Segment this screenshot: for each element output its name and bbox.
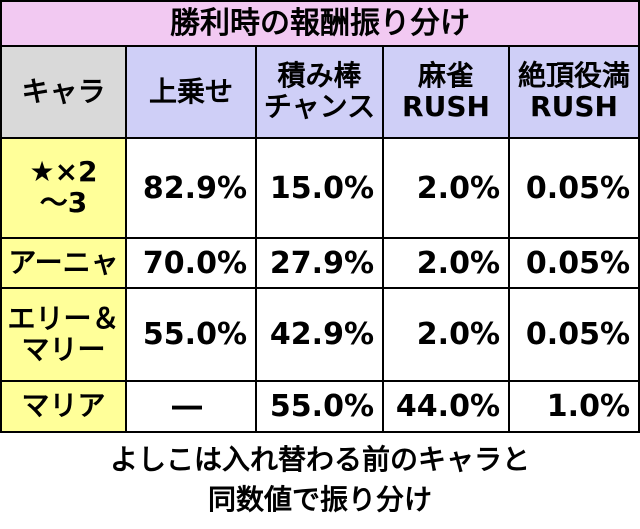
label-line: ★×2 bbox=[29, 155, 98, 189]
table-title: 勝利時の報酬振り分け bbox=[0, 0, 640, 47]
footnote-line: 同数値で振り分け bbox=[207, 483, 432, 516]
value-cell: 2.0% bbox=[382, 137, 510, 239]
label-line: マリー bbox=[21, 332, 106, 366]
header-line: チャンス bbox=[263, 90, 376, 123]
value-cell: 15.0% bbox=[255, 137, 384, 239]
row-label: アーニャ bbox=[0, 237, 127, 289]
header-line: 絶頂役満 bbox=[517, 59, 630, 93]
value-cell: 1.0% bbox=[508, 380, 640, 433]
row-label: マリア bbox=[0, 380, 127, 433]
row-label: ★×2 〜3 bbox=[0, 137, 127, 239]
label-line: エリー＆ bbox=[7, 301, 120, 335]
value-cell: 42.9% bbox=[255, 287, 384, 382]
row-label: エリー＆ マリー bbox=[0, 287, 127, 382]
label-line: 〜3 bbox=[39, 186, 88, 219]
footnote-line: よしこは入れ替わる前のキャラと bbox=[109, 443, 530, 476]
value-cell: 0.05% bbox=[508, 287, 640, 382]
column-header: キャラ bbox=[0, 45, 127, 139]
footnote: よしこは入れ替わる前のキャラと 同数値で振り分け bbox=[0, 440, 640, 520]
value-cell: 55.0% bbox=[255, 380, 384, 433]
header-line: 麻雀 bbox=[417, 59, 474, 93]
column-header: 積み棒 チャンス bbox=[255, 45, 384, 139]
column-header: 麻雀 RUSH bbox=[382, 45, 510, 139]
header-line: RUSH bbox=[530, 90, 618, 123]
header-line: 積み棒 bbox=[277, 59, 362, 93]
value-cell: ― bbox=[125, 380, 257, 433]
value-cell: 44.0% bbox=[382, 380, 510, 433]
header-line: 上乗せ bbox=[148, 74, 233, 108]
column-header: 絶頂役満 RUSH bbox=[508, 45, 640, 139]
value-cell: 27.9% bbox=[255, 237, 384, 289]
value-cell: 55.0% bbox=[125, 287, 257, 382]
value-cell: 70.0% bbox=[125, 237, 257, 289]
value-cell: 82.9% bbox=[125, 137, 257, 239]
column-header: 上乗せ bbox=[125, 45, 257, 139]
value-cell: 2.0% bbox=[382, 287, 510, 382]
value-cell: 0.05% bbox=[508, 237, 640, 289]
label-line: アーニャ bbox=[8, 245, 119, 279]
value-cell: 2.0% bbox=[382, 237, 510, 289]
label-line: マリア bbox=[21, 389, 106, 423]
header-line: RUSH bbox=[402, 90, 490, 123]
value-cell: 0.05% bbox=[508, 137, 640, 239]
header-line: キャラ bbox=[21, 74, 106, 108]
